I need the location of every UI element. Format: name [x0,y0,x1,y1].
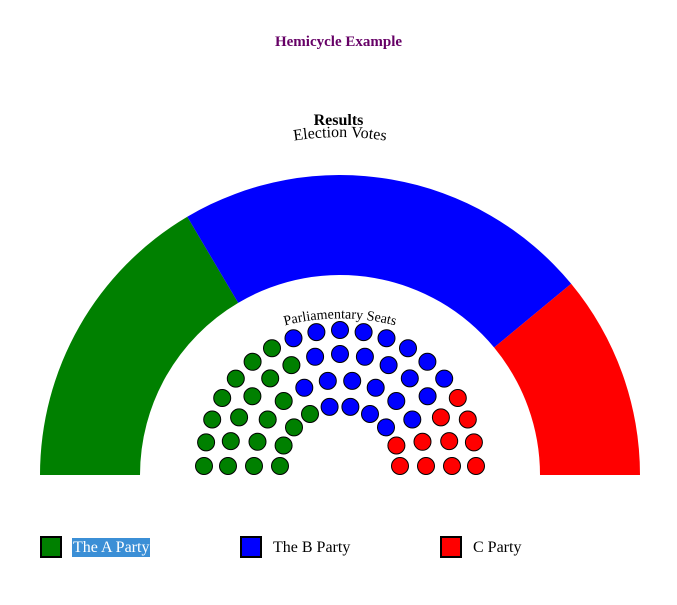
outer-ring-label: Election Votes [292,124,388,145]
seat-dot [245,457,263,475]
seat-dot [464,433,483,452]
seat-dot [318,371,337,390]
seat-dot [320,397,339,416]
seat-dot [306,347,325,366]
seat-dot [248,432,267,451]
vote-arcs [40,174,640,475]
seat-dot [243,387,262,406]
seat-dot [400,369,419,388]
seat-dot [440,432,459,451]
seat-dot [282,356,301,375]
inner-seats-label-text: Parliamentary Seats [282,307,398,329]
legend-item-a[interactable]: The A Party [40,536,151,558]
seat-dot [354,323,373,342]
seat-dot [343,371,362,390]
seat-dot [418,387,437,406]
seat-dot [355,347,374,366]
seat-dot [443,457,461,475]
legend-swatch-b [240,536,262,558]
seat-dot [258,410,277,429]
legend-item-b[interactable]: The B Party [240,536,351,558]
seat-dot [274,392,293,410]
seat-dot [377,418,395,437]
seat-dot [197,433,216,452]
seat-dot [403,410,422,429]
seat-dot [341,397,360,416]
legend-item-c[interactable]: C Party [440,536,522,558]
legend-label-b[interactable]: The B Party [273,538,351,556]
seat-dot [261,369,280,388]
seat-dot [417,457,435,475]
legend: The A Party The B Party C Party [0,536,677,576]
seat-dot [458,410,477,429]
seat-dot [399,339,417,358]
seat-dot [418,352,437,371]
seat-dot [243,352,262,371]
page-title: Hemicycle Example [274,34,403,50]
seat-dot [219,457,237,475]
seat-dot [230,408,249,427]
seat-dot [295,378,314,397]
seat-dot [331,345,349,363]
seat-dot [271,457,289,475]
seat-dot [377,329,396,348]
seat-dot [307,323,326,342]
legend-swatch-a [40,536,62,558]
results-title: Results [313,112,364,129]
seat-dot [366,378,385,397]
seat-dot [226,369,245,388]
seat-dot [448,389,467,407]
seat-dot [213,389,232,407]
seat-dot [203,410,222,429]
inner-seats-label: Parliamentary Seats [282,307,398,329]
vote-arc-3 [494,283,640,475]
seat-dot [379,356,398,375]
seat-dot [391,457,409,475]
seat-dot [195,457,213,475]
seat-dot [435,369,454,388]
vote-arc-1 [40,216,239,475]
seat-dot [284,329,303,348]
vote-arc-2 [187,174,572,348]
seat-dot [361,405,379,423]
seat-dot [301,405,319,423]
seat-dot [467,457,485,475]
seat-dot [387,436,406,455]
seat-dot [263,339,281,358]
legend-label-a[interactable]: The A Party [72,537,151,557]
legend-swatch-c [440,536,462,558]
seat-dot [221,432,240,451]
seat-dot [285,418,303,437]
seat-dots [195,321,485,475]
seat-dot [331,321,349,339]
seat-dot [413,432,432,451]
seat-dot [387,392,406,410]
legend-label-c[interactable]: C Party [473,538,522,556]
seat-dot [274,436,293,455]
seat-dot [431,408,450,427]
outer-ring-label-text: Election Votes [292,124,388,145]
